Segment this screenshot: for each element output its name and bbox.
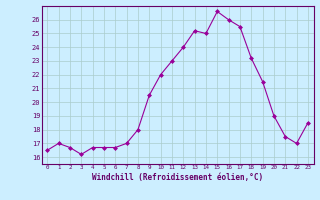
X-axis label: Windchill (Refroidissement éolien,°C): Windchill (Refroidissement éolien,°C) bbox=[92, 173, 263, 182]
